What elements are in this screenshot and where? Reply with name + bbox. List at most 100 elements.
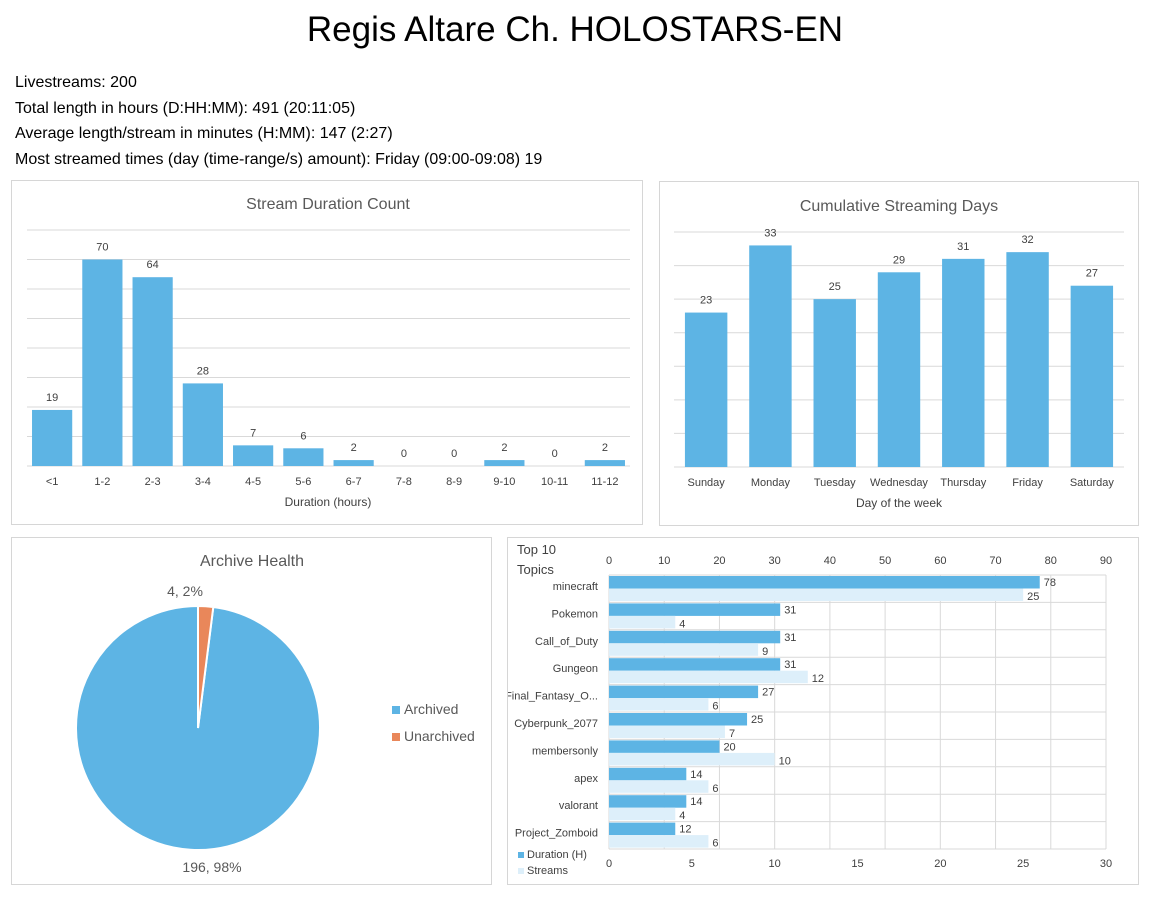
data-label: 29 [893,254,905,266]
data-label: 25 [1027,591,1039,603]
bar-duration [609,576,1040,589]
axis-label: Duration (hours) [285,495,372,509]
tick-label: 4-5 [245,476,261,488]
bar-streams [609,835,709,848]
tick-label: 6-7 [346,476,362,488]
data-label: 2 [501,442,507,454]
bar [684,312,728,467]
data-label: 19 [46,392,58,404]
chart-title: Archive Health [200,553,304,570]
bar [32,409,73,466]
bar [749,245,792,467]
chart-title: Top 10 [517,542,556,557]
bar-duration [609,740,720,753]
category-label: Gungeon [553,663,598,675]
bar [132,277,173,466]
data-label: 2 [602,442,608,454]
data-label: 7 [250,427,256,439]
legend-swatch [518,868,524,874]
tick-label: Tuesday [814,477,856,489]
bar-streams [609,725,725,738]
data-label: 20 [723,741,735,753]
bar-duration [609,822,676,836]
data-label: 2 [351,442,357,454]
data-label: 0 [401,448,407,460]
legend-label: Duration (H) [527,849,587,861]
data-label: 7 [729,728,735,740]
data-label: 27 [1086,268,1098,280]
data-label: 78 [1044,577,1056,589]
bar-streams [609,807,676,821]
tick-label: 5-6 [295,476,311,488]
data-label: 12 [812,673,824,685]
stat-most-streamed: Most streamed times (day (time-range/s) … [15,150,543,168]
tick-label: 30 [769,555,781,567]
tick-label: 7-8 [396,476,412,488]
archive-chart-panel: Archive Health 196, 98% 4, 2% Archived Unarc… [11,537,492,885]
data-label: 28 [197,365,209,377]
data-label: 9 [762,646,768,658]
bar-duration [609,630,781,644]
bar-streams [609,588,1024,601]
data-label: 25 [751,714,763,726]
category-label: Pokemon [552,608,598,620]
tick-label: Saturday [1070,477,1115,489]
data-label: 0 [451,448,457,460]
tick-label: 0 [606,555,612,567]
tick-label: 11-12 [591,476,618,488]
stat-total-length: Total length in hours (D:HH:MM): 491 (20… [15,99,356,117]
days-chart-panel: Cumulative Streaming Days 23 Sunday 33 Monda… [659,181,1139,526]
category-label: Project_Zomboid [515,828,598,840]
data-label: 23 [700,295,712,307]
duration-chart-panel: Stream Duration Count 19 <1 70 1-2 64 2-3 28 3-4… [11,180,643,525]
tick-label: 8-9 [446,476,462,488]
bar-streams [609,615,676,629]
tick-label: 90 [1100,555,1112,567]
category-label: apex [574,773,598,785]
bar-streams [609,698,709,711]
axis-label: Day of the week [856,496,943,510]
tick-label: Thursday [940,477,986,489]
bar-streams [609,670,808,684]
data-label: 31 [784,659,796,671]
bar [584,460,625,466]
topics-chart-panel: Top 10 Topics 0 10 20 30 40 50 60 70 80 90 0 5 10 15 20 2… [507,537,1139,885]
tick-label: 10 [769,858,781,870]
data-label: 6 [712,701,718,713]
tick-label: 80 [1045,555,1057,567]
bar-duration [609,603,781,616]
category-label: minecraft [553,581,598,593]
tick-label: 9-10 [493,476,515,488]
data-label: 27 [762,687,774,699]
data-label: 12 [679,824,691,836]
tick-label: 3-4 [195,476,211,488]
chart-title: Cumulative Streaming Days [800,198,998,215]
bar-duration [609,658,781,671]
tick-label: 30 [1100,858,1112,870]
tick-label: 2-3 [145,476,161,488]
category-label: valorant [559,800,598,812]
bar [877,272,921,467]
tick-label: 50 [879,555,891,567]
tick-label: 60 [934,555,946,567]
bar [942,258,985,467]
data-label: 4 [679,618,685,630]
stat-livestreams: Livestreams: 200 [15,74,137,91]
legend-label: Unarchived [404,728,475,744]
tick-label: 70 [989,555,1001,567]
duration-chart: Stream Duration Count19<1701-2642-3283-4… [27,196,630,509]
archive-chart: Archive Health 196, 98% 4, 2% Archived Unarc… [75,553,475,875]
tick-label: 1-2 [94,476,110,488]
data-label: 4 [679,810,685,822]
tick-label: Sunday [687,477,725,489]
tick-label: 40 [824,555,836,567]
data-label: 196, 98% [182,859,241,875]
stats-block: Livestreams: 200 Total length in hours (… [15,72,542,174]
data-label: 32 [1021,234,1033,246]
data-label: 6 [300,430,306,442]
legend-swatch [392,706,400,714]
bar-duration [609,767,687,781]
data-label: 6 [712,783,718,795]
stat-average-length: Average length/stream in minutes (H:MM):… [15,125,393,142]
bar-streams [609,752,775,766]
